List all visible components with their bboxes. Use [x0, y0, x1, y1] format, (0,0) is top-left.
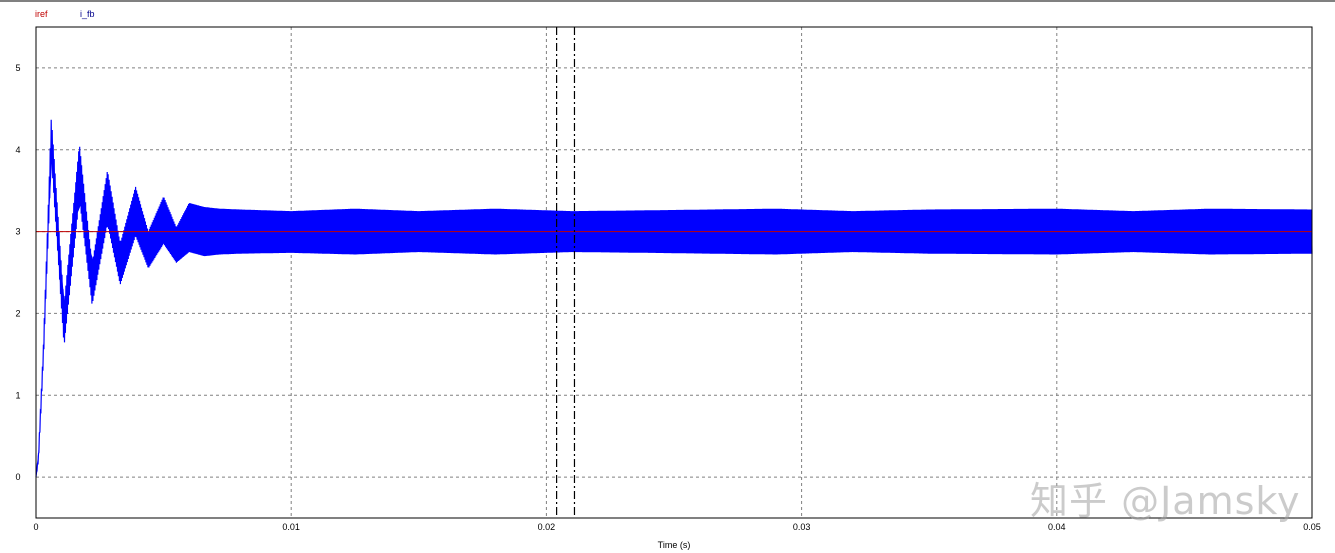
- x-axis-label: Time (s): [658, 540, 691, 550]
- x-tick-label: 0: [33, 522, 38, 532]
- series-i-fb-band: [36, 130, 1312, 482]
- watermark: 知乎 @Jamsky: [1030, 479, 1301, 523]
- x-tick-label: 0.03: [793, 522, 811, 532]
- y-tick-label: 4: [15, 145, 20, 155]
- x-tick-label: 0.01: [282, 522, 300, 532]
- x-tick-label: 0.05: [1303, 522, 1321, 532]
- plot-frame: [35, 26, 1313, 519]
- y-tick-label: 0: [15, 472, 20, 482]
- y-tick-label: 2: [15, 308, 20, 318]
- legend-iref: iref: [35, 9, 48, 19]
- y-tick-label: 3: [15, 227, 20, 237]
- legend-i-fb: i_fb: [80, 9, 95, 19]
- y-tick-label: 5: [15, 63, 20, 73]
- y-tick-label: 1: [15, 390, 20, 400]
- window-top-border: [0, 0, 1335, 2]
- plot-area: [36, 27, 1312, 518]
- x-tick-label: 0.04: [1048, 522, 1066, 532]
- x-tick-label: 0.02: [538, 522, 556, 532]
